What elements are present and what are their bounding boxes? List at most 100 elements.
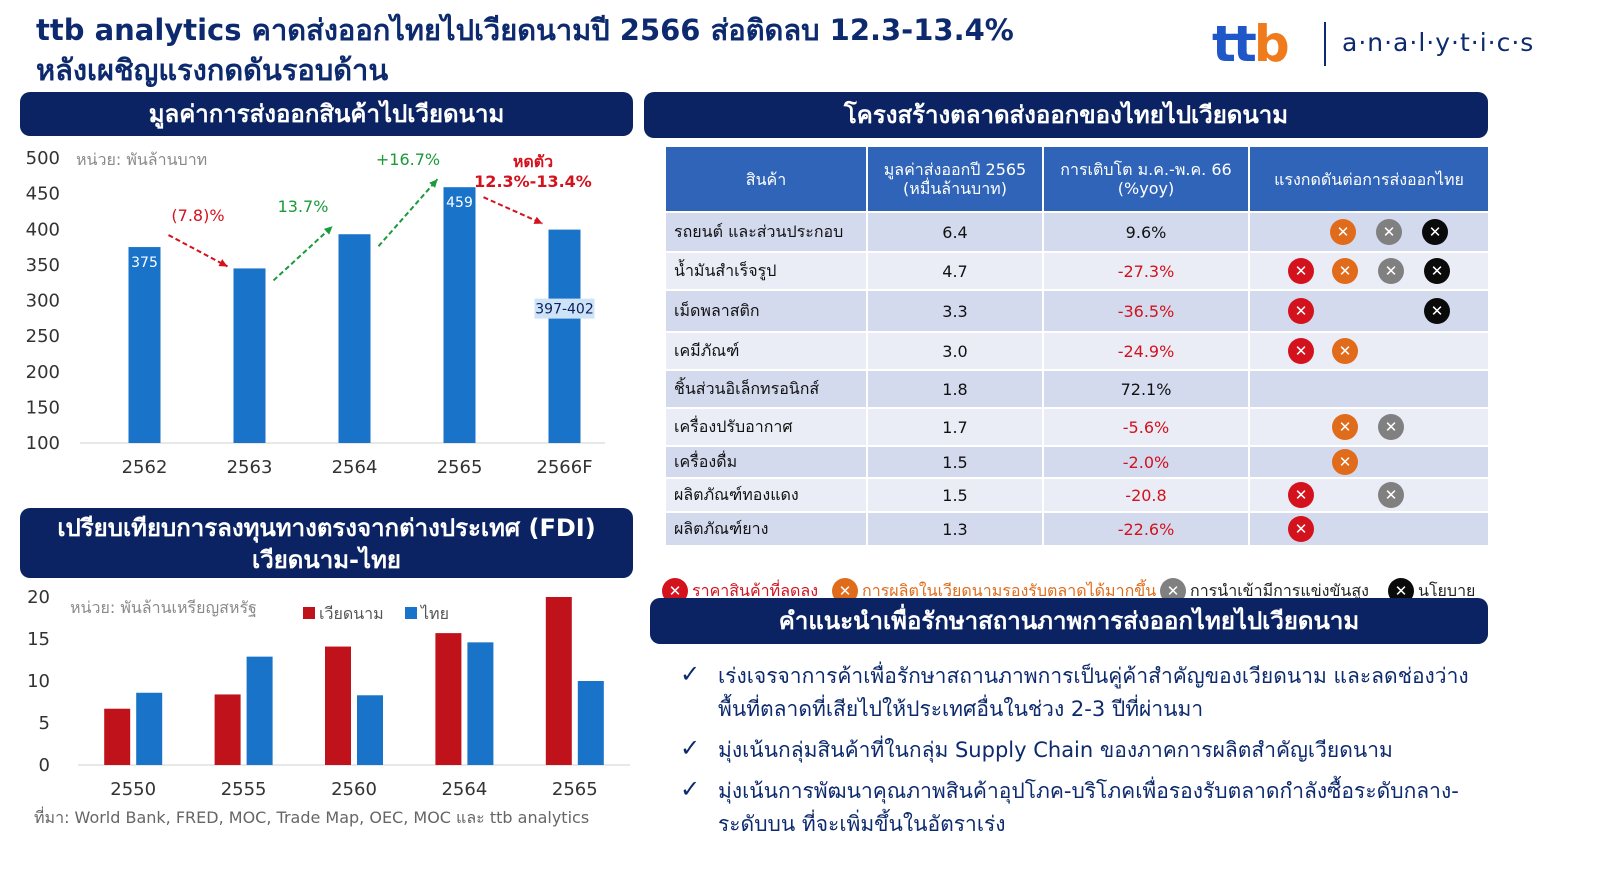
pressure-red-x-icon: ✕ <box>1288 482 1314 508</box>
export-chart-heading-text: มูลค่าการส่งออกสินค้าไปเวียดนาม <box>148 100 505 128</box>
x-tick-label: 2563 <box>227 457 273 478</box>
growth-cell: -2.0% <box>1042 445 1250 479</box>
x-tick-label: 2566F <box>536 457 592 478</box>
table-row: น้ำมันสำเร็จรูป 4.7 -27.3% ✕ ✕ ✕ ✕ <box>664 251 1490 291</box>
recommendations-heading-text: คำแนะนำเพื่อรักษาสถานภาพการส่งออกไทยไปเว… <box>778 607 1360 635</box>
growth-cell: -36.5% <box>1042 289 1250 333</box>
decline-annotation-line1: หดตัว <box>513 152 553 171</box>
growth-arrow-head <box>429 179 438 188</box>
bar-value-label: 375 <box>131 255 158 271</box>
fdi-x-tick-label: 2565 <box>552 779 598 800</box>
growth-annotation: +16.7% <box>376 150 440 169</box>
product-cell: เม็ดพลาสติก <box>664 289 868 333</box>
pressure-icons: ✕ ✕ <box>1258 292 1480 330</box>
pressure-icons: ✕ <box>1258 514 1480 544</box>
product-cell: ผลิตภัณฑ์ทองแดง <box>664 477 868 513</box>
title-line-2: หลังเผชิญแรงกดดันรอบด้าน <box>36 53 389 87</box>
growth-annotation: (7.8)% <box>171 206 224 225</box>
pressure-gray-x-icon: ✕ <box>1378 258 1404 284</box>
table-row: เคมีภัณฑ์ 3.0 -24.9% ✕ ✕ <box>664 331 1490 371</box>
fdi-heading-line-2: เวียดนาม-ไทย <box>252 546 401 574</box>
export-value-cell: 3.3 <box>866 289 1044 333</box>
logo-mark: ttb <box>1212 15 1290 73</box>
export-value-cell: 1.3 <box>866 511 1044 547</box>
recommendation-text: มุ่งเน้นกลุ่มสินค้าที่ในกลุ่ม Supply Cha… <box>718 738 1393 762</box>
pressure-cell: ✕ ✕ <box>1248 289 1490 333</box>
pressure-cell: ✕ ✕ ✕ ✕ <box>1248 251 1490 291</box>
export-bar <box>128 247 161 443</box>
product-cell: เคมีภัณฑ์ <box>664 331 868 371</box>
product-cell: ผลิตภัณฑ์ยาง <box>664 511 868 547</box>
export-bar <box>233 268 266 443</box>
y-tick-label: 400 <box>26 219 60 240</box>
recommendation-item: ✓ มุ่งเน้นกลุ่มสินค้าที่ในกลุ่ม Supply Ch… <box>676 734 1496 767</box>
fdi-bar-vietnam <box>435 633 462 765</box>
recommendation-text: เร่งเจรจาการค้าเพื่อรักษาสถานภาพการเป็นค… <box>718 664 1469 721</box>
growth-cell: -20.8 <box>1042 477 1250 513</box>
col-header-pressure: แรงกดดันต่อการส่งออกไทย <box>1248 145 1490 213</box>
market-structure-heading: โครงสร้างตลาดส่งออกของไทยไปเวียดนาม <box>644 92 1488 138</box>
col-header-value: มูลค่าส่งออกปี 2565 (หมื่นล้านบาท) <box>866 145 1044 213</box>
product-cell: น้ำมันสำเร็จรูป <box>664 251 868 291</box>
export-value-cell: 6.4 <box>866 211 1044 253</box>
market-structure-table: สินค้า มูลค่าส่งออกปี 2565 (หมื่นล้านบาท… <box>664 145 1490 547</box>
checkmark-icon: ✓ <box>680 660 701 688</box>
decline-annotation-line2: 12.3%-13.4% <box>474 172 592 191</box>
pressure-gray-x-icon: ✕ <box>1376 219 1402 245</box>
pressure-icons: ✕ ✕ <box>1258 480 1480 510</box>
pressure-cell: ✕ ✕ <box>1248 407 1490 447</box>
fdi-chart-heading: เปรียบเทียบการลงทุนทางตรงจากต่างประเทศ (… <box>20 508 633 578</box>
legend-label: การนำเข้ามีการแข่งขันสูง <box>1190 581 1369 600</box>
growth-arrow-head <box>323 226 333 235</box>
growth-cell: -5.6% <box>1042 407 1250 447</box>
pressure-icons: ✕ ✕ <box>1258 410 1480 444</box>
pressure-cell: ✕ ✕ <box>1248 331 1490 371</box>
y-tick-label: 100 <box>26 433 60 454</box>
pressure-orange-x-icon: ✕ <box>1332 414 1358 440</box>
export-bar <box>548 229 581 443</box>
table-row: เครื่องดื่ม 1.5 -2.0% ✕ <box>664 445 1490 479</box>
market-structure-body: รถยนต์ และส่วนประกอบ 6.4 9.6% ✕ ✕ ✕ น้ำมันสำเร… <box>664 211 1490 547</box>
product-cell: เครื่องปรับอากาศ <box>664 407 868 447</box>
ttb-analytics-logo: ttb a·n·a·l·y·t·i·c·s <box>1212 16 1542 72</box>
legend-label: นโยบาย <box>1418 581 1476 600</box>
pressure-cell: ✕ ✕ <box>1248 477 1490 513</box>
growth-arrow <box>272 225 334 282</box>
fdi-y-tick-label: 15 <box>27 629 50 650</box>
y-tick-label: 500 <box>26 148 60 169</box>
pressure-orange-x-icon: ✕ <box>1332 338 1358 364</box>
forecast-label-bg <box>534 298 595 319</box>
export-value-cell: 1.5 <box>866 445 1044 479</box>
growth-cell: -22.6% <box>1042 511 1250 547</box>
col-header-product: สินค้า <box>664 145 868 213</box>
recommendations-heading: คำแนะนำเพื่อรักษาสถานภาพการส่งออกไทยไปเว… <box>650 598 1488 644</box>
pressure-red-x-icon: ✕ <box>1288 258 1314 284</box>
growth-cell: -24.9% <box>1042 331 1250 371</box>
y-tick-label: 250 <box>26 326 60 347</box>
pressure-cell: ✕ <box>1248 511 1490 547</box>
fdi-bar-vietnam <box>545 597 572 765</box>
fdi-bar-vietnam <box>104 708 131 765</box>
fdi-y-tick-label: 0 <box>39 755 50 776</box>
table-row: เครื่องปรับอากาศ 1.7 -5.6% ✕ ✕ <box>664 407 1490 447</box>
pressure-gray-x-icon: ✕ <box>1378 414 1404 440</box>
y-tick-label: 450 <box>26 184 60 205</box>
recommendations-list: ✓ เร่งเจรจาการค้าเพื่อรักษาสถานภาพการเป็น… <box>676 660 1496 849</box>
pressure-red-x-icon: ✕ <box>1288 516 1314 542</box>
growth-cell: 9.6% <box>1042 211 1250 253</box>
table-row: รถยนต์ และส่วนประกอบ 6.4 9.6% ✕ ✕ ✕ <box>664 211 1490 253</box>
fdi-y-tick-label: 5 <box>39 713 50 734</box>
growth-arrow <box>377 178 439 247</box>
pressure-red-x-icon: ✕ <box>1288 298 1314 324</box>
x-tick-label: 2564 <box>332 457 378 478</box>
fdi-bar-thailand <box>467 642 494 765</box>
fdi-legend-label: เวียดนาม <box>319 604 384 623</box>
fdi-y-tick-label: 10 <box>27 671 50 692</box>
fdi-legend-swatch <box>303 607 315 619</box>
fdi-legend-swatch <box>405 607 417 619</box>
source-note: ที่มา: World Bank, FRED, MOC, Trade Map,… <box>34 808 590 827</box>
export-value-cell: 1.5 <box>866 477 1044 513</box>
table-row: เม็ดพลาสติก 3.3 -36.5% ✕ ✕ <box>664 289 1490 333</box>
fdi-bar-thailand <box>246 656 273 765</box>
col-header-growth: การเติบโต ม.ค.-พ.ค. 66 (%yoy) <box>1042 145 1250 213</box>
